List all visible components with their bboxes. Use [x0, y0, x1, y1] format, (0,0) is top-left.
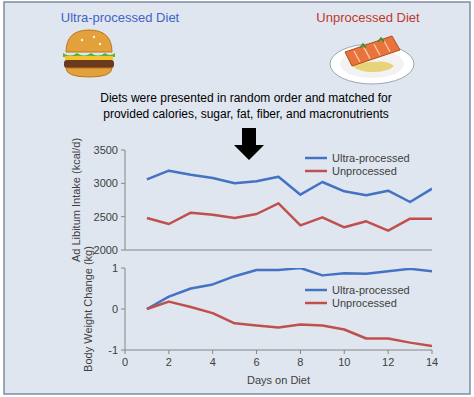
x-tick — [300, 350, 301, 354]
x-tick — [388, 350, 389, 354]
bun-top — [66, 30, 112, 52]
y-tick-label: 1 — [112, 262, 118, 274]
y-tick — [121, 350, 125, 351]
plot-area — [147, 171, 432, 231]
diet-label: Ultra-processed Diet — [61, 10, 180, 25]
x-axis-label: Days on Diet — [247, 374, 310, 386]
series-line — [147, 268, 432, 309]
panel — [4, 2, 470, 394]
bun-bottom — [66, 68, 112, 77]
graphic: Ultra-processed Diet Unprocessed Diet Diet… — [0, 0, 474, 397]
seed — [81, 39, 83, 41]
legend-label: Unprocessed — [332, 165, 397, 177]
x-tick — [212, 350, 213, 354]
y-tick-label: 2500 — [94, 211, 118, 223]
x-tick-label: 12 — [382, 356, 394, 368]
salmon-stripe — [374, 44, 380, 55]
y-tick-label: 3500 — [94, 144, 118, 156]
seed — [93, 36, 95, 38]
description: Diets were presented in random order and… — [100, 91, 392, 105]
arrow — [234, 128, 264, 160]
x-tick — [256, 350, 257, 354]
legend: Ultra-processedUnprocessed — [305, 284, 410, 309]
y-tick — [121, 150, 125, 151]
garnish — [360, 38, 384, 48]
y-tick — [121, 268, 125, 269]
x-tick-label: 8 — [297, 356, 303, 368]
legend-label: Ultra-processed — [332, 152, 410, 164]
x-tick — [125, 350, 126, 354]
y-axis — [125, 150, 126, 250]
y-axis-label: Body Weight Change (kg) — [82, 246, 94, 372]
legend: Ultra-processedUnprocessed — [305, 152, 410, 177]
plate-icon — [330, 36, 414, 84]
chart: 2000 2500 3000 3500 Ad Libitum Intake (kcal/… — [70, 138, 432, 262]
x-tick-label: 4 — [210, 356, 216, 368]
chart: -10102468101214Body Weight Change (kg)Da… — [82, 246, 438, 386]
x-tick — [344, 350, 345, 354]
x-axis — [125, 250, 432, 251]
y-axis-label: Ad Libitum Intake (kcal/d) — [70, 138, 82, 262]
salmon — [345, 36, 400, 66]
y-tick — [121, 183, 125, 184]
x-tick-label: 6 — [254, 356, 260, 368]
legend-swatch — [305, 302, 327, 305]
legend-swatch — [305, 170, 327, 173]
y-tick-label: 3000 — [94, 177, 118, 189]
legend-label: Ultra-processed — [332, 284, 410, 296]
y-tick-label: -1 — [108, 344, 118, 356]
x-tick — [432, 350, 433, 354]
x-axis — [125, 350, 432, 351]
diet-label: Unprocessed Diet — [316, 10, 420, 25]
y-tick — [121, 250, 125, 251]
y-tick — [121, 216, 125, 217]
salmon-stripe — [364, 48, 370, 59]
x-tick-label: 14 — [426, 356, 438, 368]
legend-label: Unprocessed — [332, 297, 397, 309]
legend-swatch — [305, 157, 327, 160]
plot-area — [147, 268, 432, 346]
salmon-stripe — [354, 51, 360, 62]
series-line — [147, 203, 432, 230]
burger-icon — [63, 30, 115, 77]
x-tick-label: 10 — [338, 356, 350, 368]
x-tick — [168, 350, 169, 354]
x-tick-label: 2 — [166, 356, 172, 368]
x-tick-label: 0 — [122, 356, 128, 368]
y-tick-label: 0 — [112, 303, 118, 315]
patty — [64, 60, 114, 68]
legend-swatch — [305, 289, 327, 292]
y-tick-label: 2000 — [94, 244, 118, 256]
salmon-stripe — [384, 41, 390, 52]
seed — [99, 43, 101, 45]
y-tick — [121, 309, 125, 310]
description: provided calories, sugar, fat, fiber, an… — [103, 107, 389, 121]
cheese — [65, 56, 113, 60]
